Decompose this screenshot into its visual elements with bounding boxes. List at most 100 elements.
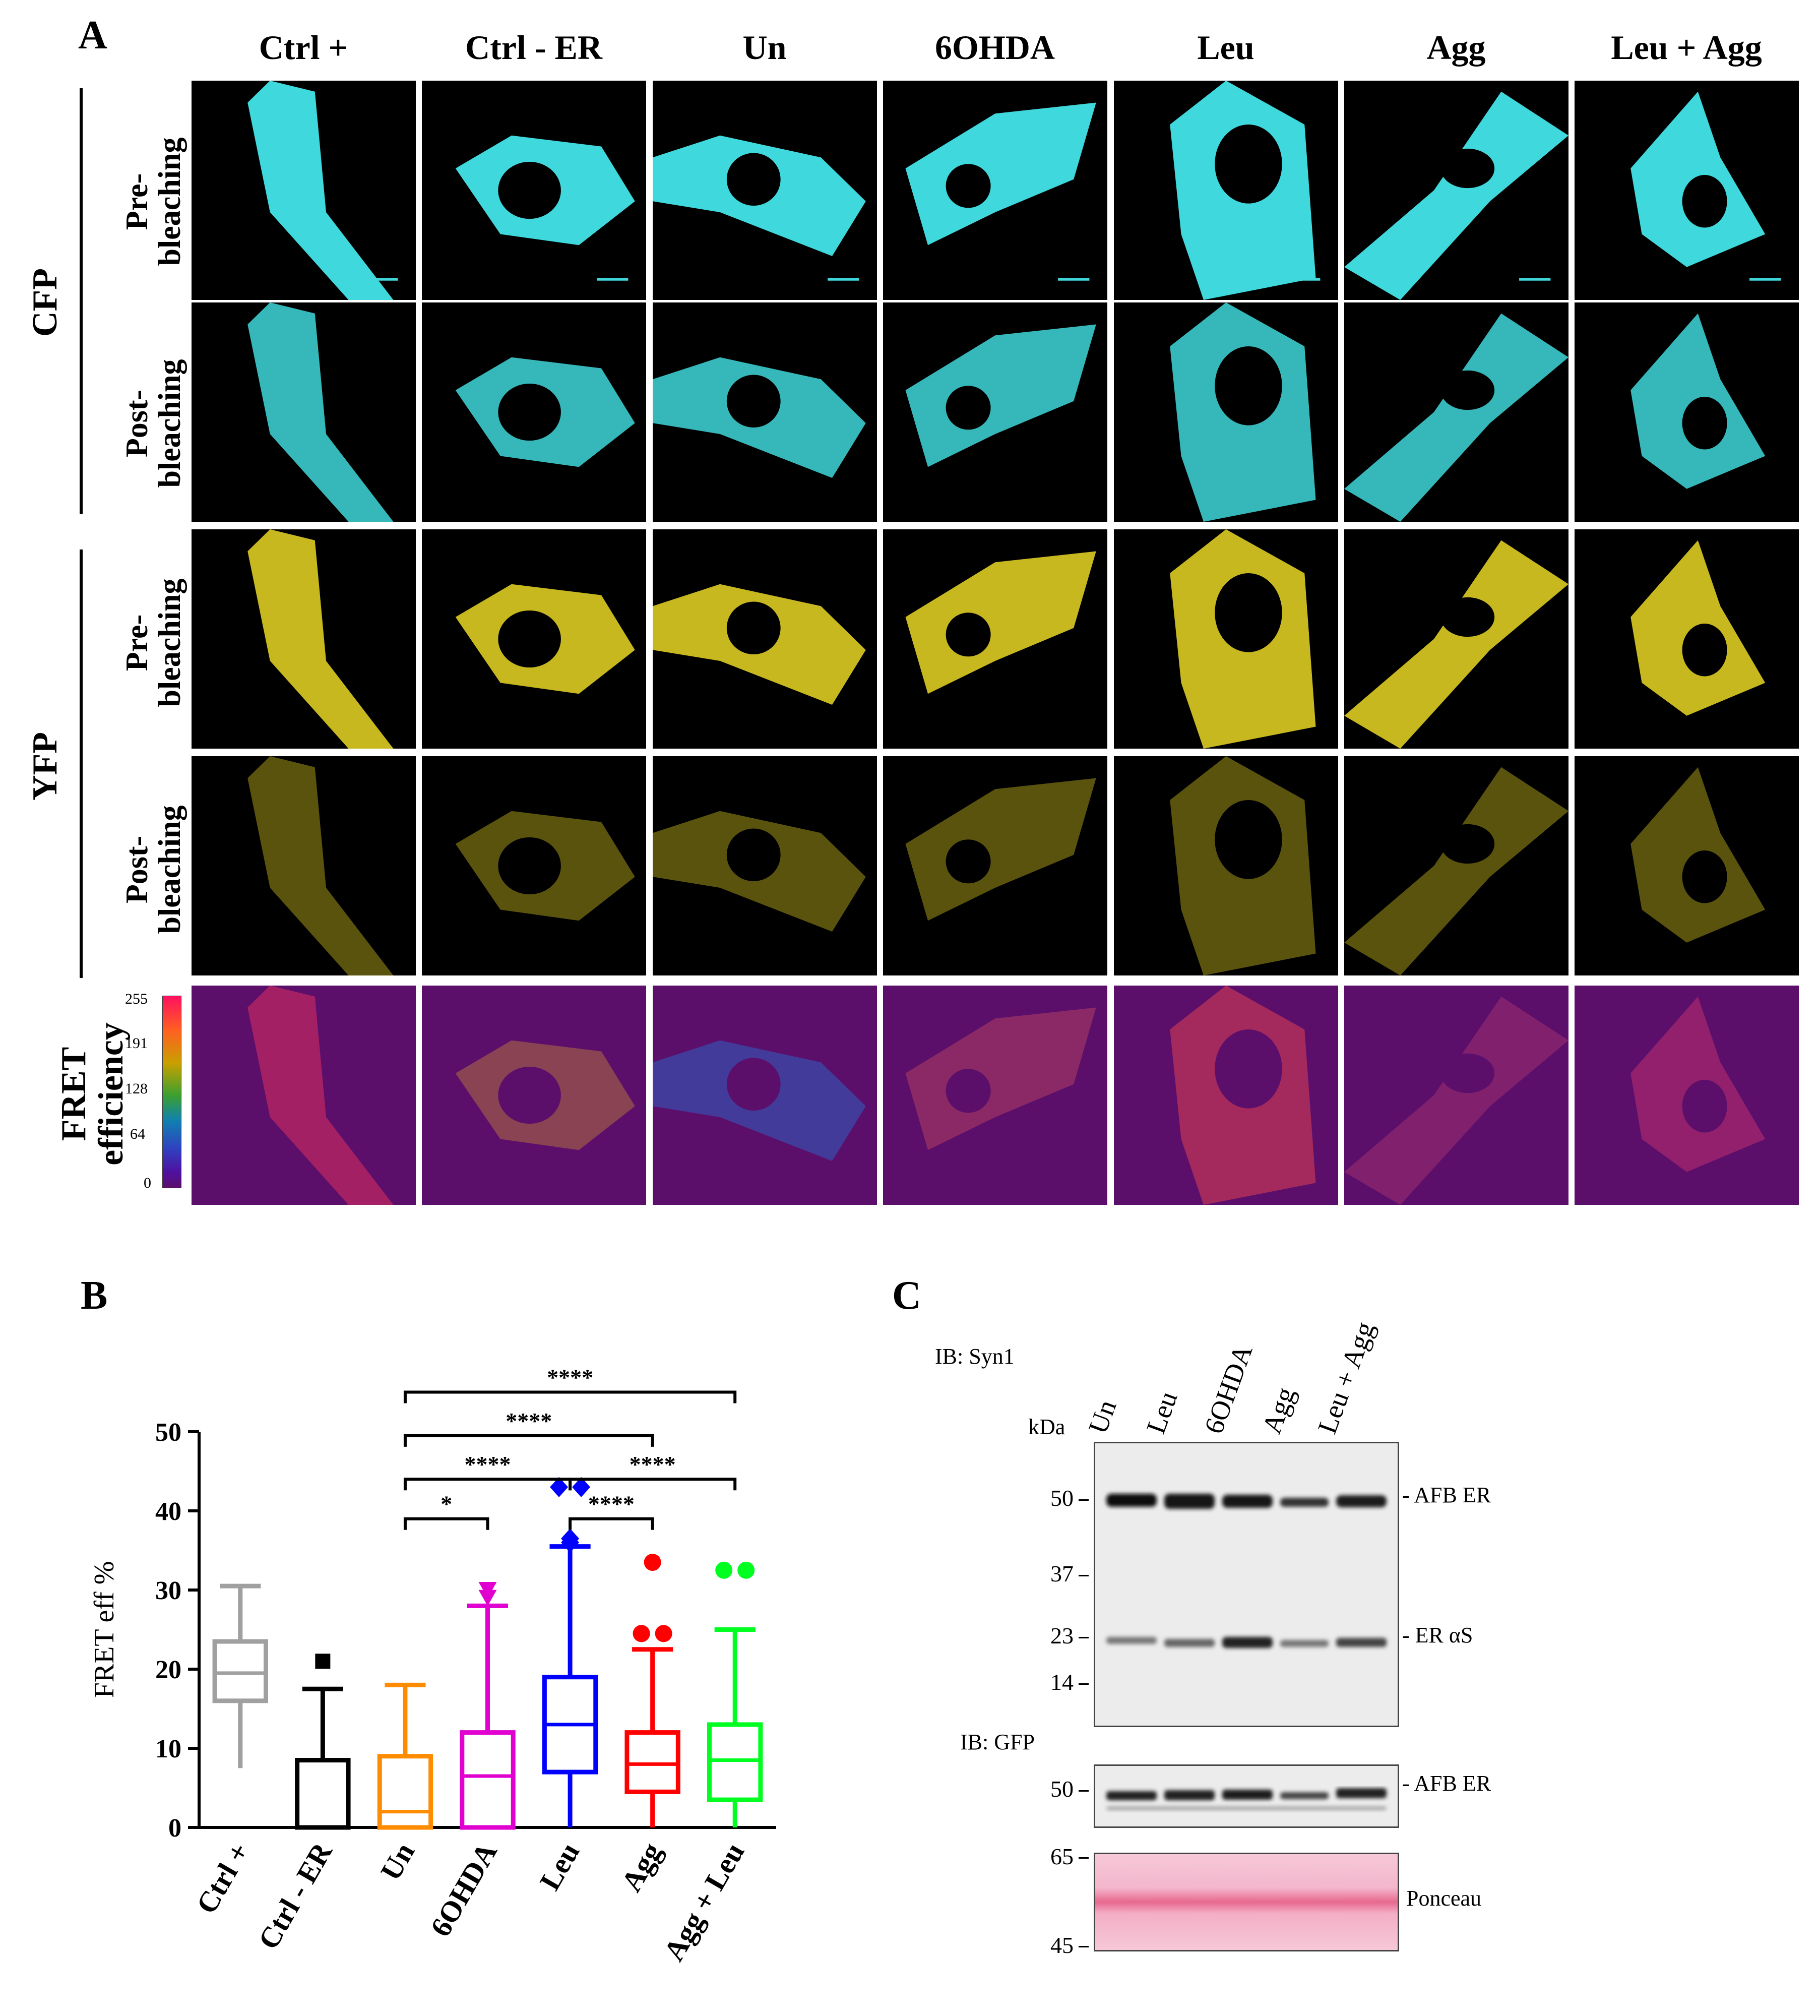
mw-tick bbox=[1079, 1637, 1089, 1638]
y-tick-label: 20 bbox=[155, 1656, 181, 1684]
mw-tick bbox=[1079, 1683, 1089, 1685]
gfp-blot-bands bbox=[1106, 1788, 1387, 1810]
y-tick-label: 0 bbox=[168, 1814, 181, 1843]
scale-bar bbox=[828, 278, 859, 281]
column-header: Ctrl - ER bbox=[465, 28, 602, 67]
column-header: Ctrl + bbox=[259, 28, 348, 67]
outlier-point bbox=[561, 1528, 580, 1549]
x-category-label: 6OHDA bbox=[424, 1837, 504, 1942]
mw-marker: 14 bbox=[1050, 1669, 1074, 1695]
yfp-group-bracket bbox=[80, 549, 83, 978]
colorbar-tick: 128 bbox=[125, 1080, 148, 1097]
cfp-pre-image bbox=[1114, 81, 1338, 300]
ponceau-label: Ponceau bbox=[1406, 1886, 1482, 1911]
gfp-blot bbox=[1094, 1764, 1399, 1828]
significance-bracket bbox=[403, 1434, 654, 1447]
yfp-pre-image bbox=[422, 529, 646, 749]
panel-b-letter: B bbox=[81, 1273, 108, 1318]
x-category-label: Ctrl + bbox=[190, 1837, 256, 1919]
outlier-point bbox=[550, 1477, 569, 1497]
x-category-label: Un bbox=[374, 1837, 421, 1886]
syn1-blot-bands bbox=[1106, 1494, 1387, 1648]
yfp-pre-image bbox=[192, 529, 416, 749]
x-category-label: Leu bbox=[533, 1837, 586, 1896]
mw-marker: 50 bbox=[1050, 1485, 1074, 1511]
mw-marker: 50 bbox=[1050, 1776, 1074, 1802]
er-as-band-label: - ER αS bbox=[1402, 1623, 1473, 1647]
panel-c-letter: C bbox=[892, 1273, 921, 1318]
mw-tick bbox=[1079, 1499, 1089, 1501]
yfp-post-image bbox=[422, 756, 646, 975]
cfp-pre-image bbox=[1344, 81, 1568, 300]
significance-bracket bbox=[569, 1478, 737, 1491]
significance-label: **** bbox=[506, 1408, 552, 1434]
yfp-post-image bbox=[192, 756, 416, 975]
mw-marker: 23 bbox=[1050, 1623, 1074, 1648]
outlier-point bbox=[572, 1477, 591, 1497]
yfp-pre-image bbox=[1114, 529, 1338, 749]
lane-label: Agg bbox=[1256, 1383, 1301, 1438]
yfp-post-image bbox=[1114, 756, 1338, 975]
column-header: Leu bbox=[1197, 28, 1254, 67]
kda-label: kDa bbox=[1028, 1415, 1065, 1439]
lane-label: Leu + Agg bbox=[1311, 1317, 1380, 1438]
yfp-pre-image bbox=[1575, 529, 1799, 749]
column-header: Un bbox=[742, 28, 787, 67]
significance-label: **** bbox=[547, 1365, 593, 1390]
mw-tick bbox=[1079, 1946, 1089, 1947]
yfp-pre-image bbox=[1344, 529, 1568, 749]
scale-bar bbox=[597, 278, 629, 281]
y-tick-label: 50 bbox=[155, 1418, 181, 1447]
cfp-pre-image bbox=[422, 81, 646, 300]
box bbox=[624, 1730, 680, 1794]
cfp-post-image bbox=[1344, 302, 1568, 522]
significance-bracket bbox=[569, 1517, 654, 1530]
yfp-post-image bbox=[1575, 756, 1799, 975]
ib-syn1-label: IB: Syn1 bbox=[935, 1344, 1015, 1369]
syn1-blot bbox=[1094, 1442, 1399, 1727]
cfp-post-image bbox=[192, 302, 416, 522]
yfp-post-row-label: Post-bleaching bbox=[120, 805, 187, 934]
cfp-pre-row-label: Pre-bleaching bbox=[120, 137, 187, 266]
fret-image bbox=[1344, 986, 1568, 1205]
outlier-point bbox=[737, 1561, 755, 1579]
x-category-label: Ctrl - ER bbox=[252, 1837, 339, 1954]
significance-bracket bbox=[403, 1478, 572, 1491]
outlier-point bbox=[655, 1625, 672, 1642]
cfp-post-row-label: Post-bleaching bbox=[120, 359, 187, 488]
yfp-post-image bbox=[653, 756, 877, 975]
scale-bar bbox=[366, 278, 398, 281]
scale-bar bbox=[1519, 278, 1551, 281]
yfp-group-label: YFP bbox=[26, 731, 65, 801]
fret-image bbox=[1114, 986, 1338, 1205]
panel-a-letter: A bbox=[78, 13, 107, 57]
lane-label: Un bbox=[1082, 1396, 1122, 1438]
box bbox=[212, 1639, 268, 1703]
box bbox=[377, 1754, 433, 1830]
cfp-post-image bbox=[653, 302, 877, 522]
scale-bar bbox=[1749, 278, 1781, 281]
cfp-pre-image bbox=[192, 81, 416, 300]
cfp-group-bracket bbox=[80, 88, 83, 514]
significance-label: **** bbox=[630, 1451, 676, 1477]
column-header: Agg bbox=[1426, 28, 1486, 67]
x-category-label: Agg + Leu bbox=[657, 1837, 751, 1966]
fret-image bbox=[422, 986, 646, 1205]
colorbar-tick: 0 bbox=[144, 1175, 151, 1191]
significance-bracket bbox=[403, 1517, 489, 1530]
cfp-group-label: CFP bbox=[26, 268, 65, 337]
box bbox=[707, 1722, 763, 1802]
ponceau-stain bbox=[1094, 1853, 1399, 1951]
mw-tick bbox=[1079, 1790, 1089, 1792]
fret-image bbox=[653, 986, 877, 1205]
cfp-post-image bbox=[422, 302, 646, 522]
outlier-point bbox=[315, 1654, 331, 1669]
scale-bar bbox=[1058, 278, 1090, 281]
fret-colorbar bbox=[162, 996, 181, 1188]
mw-tick bbox=[1079, 1575, 1089, 1576]
fret-image bbox=[1575, 986, 1799, 1205]
box bbox=[460, 1730, 516, 1830]
cfp-post-image bbox=[883, 302, 1107, 522]
fret-row-label: FRET efficiency bbox=[54, 1022, 131, 1166]
y-tick-label: 40 bbox=[155, 1497, 181, 1526]
